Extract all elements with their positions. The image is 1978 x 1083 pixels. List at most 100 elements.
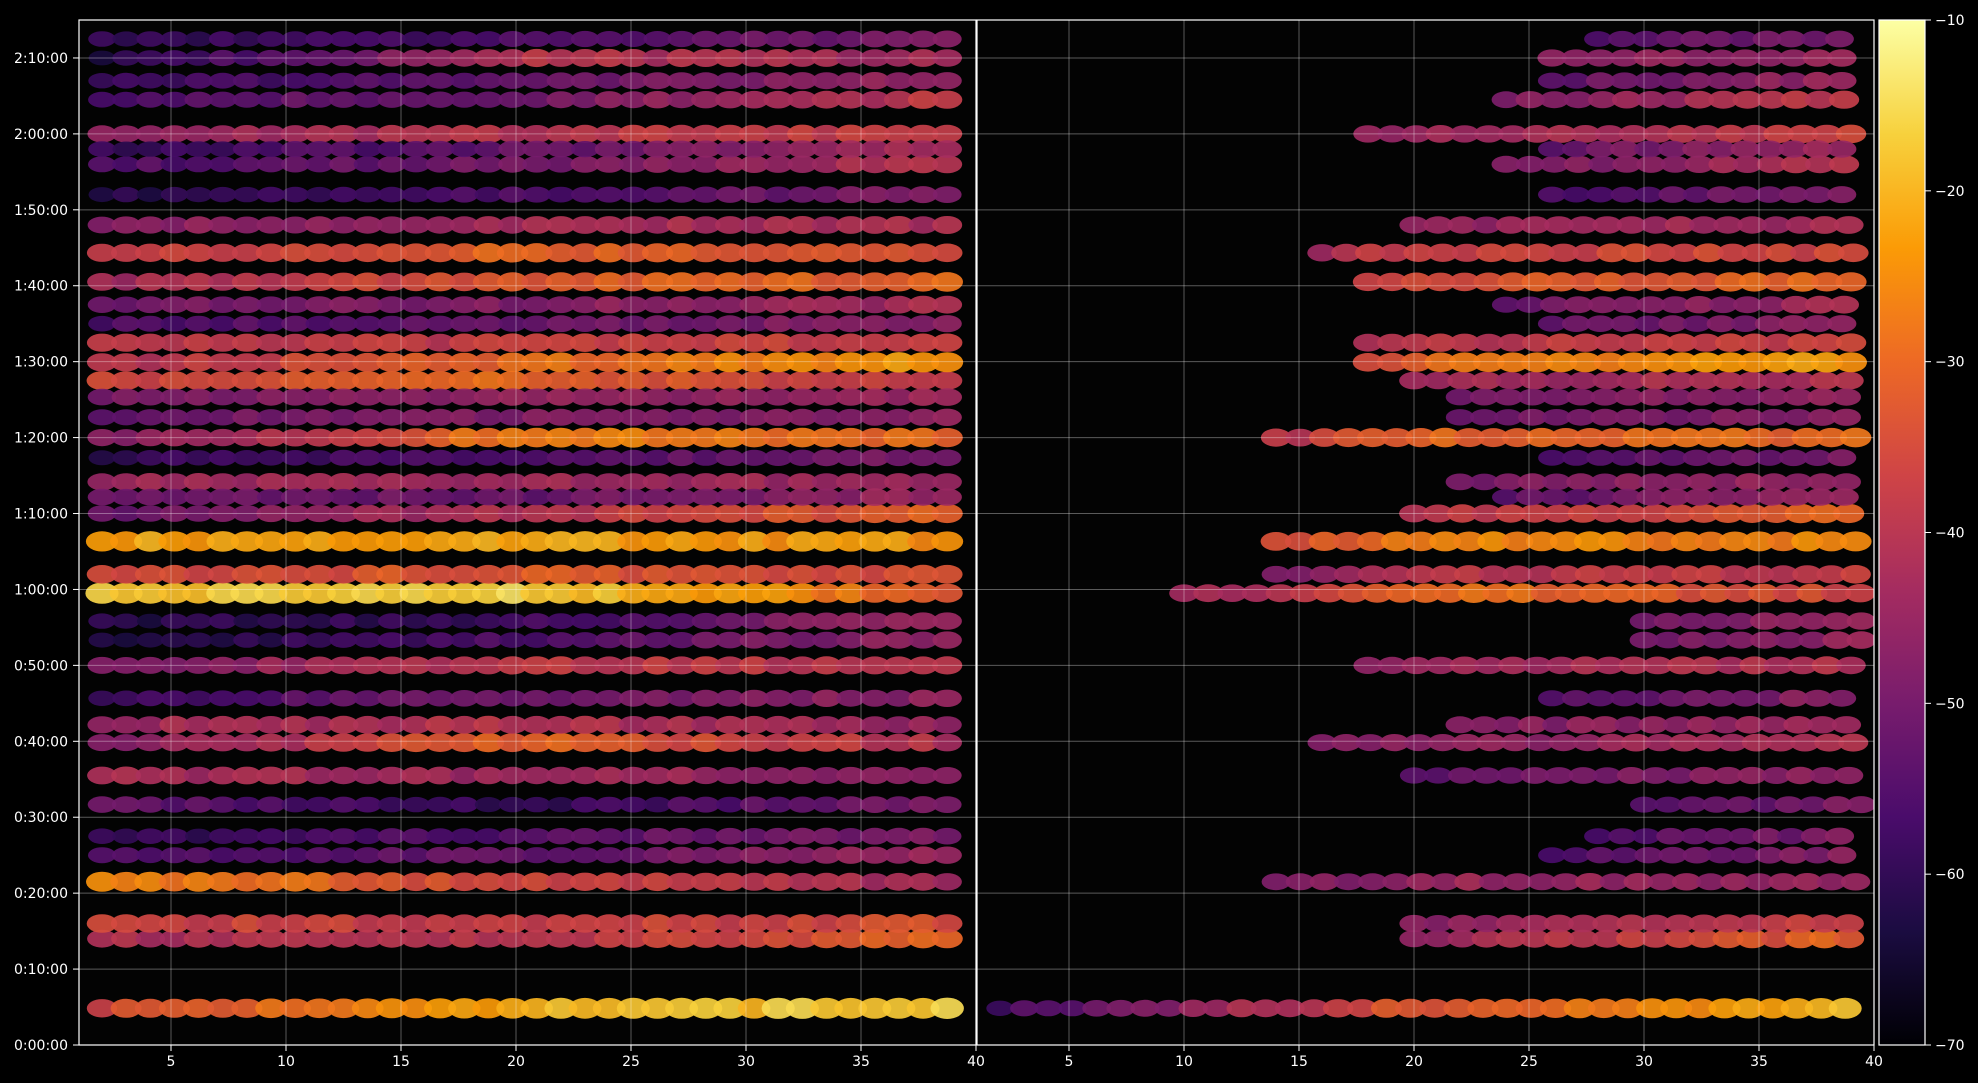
heatmap-cell (1706, 186, 1736, 204)
heatmap-cell (1616, 767, 1646, 784)
heatmap-cell (183, 428, 214, 447)
heatmap-cell (764, 796, 793, 813)
heatmap-cell (1765, 733, 1796, 752)
heatmap-cell (256, 473, 286, 491)
heatmap-cell (1356, 531, 1389, 552)
heatmap-cell (1497, 333, 1528, 352)
heatmap-cell (279, 531, 312, 552)
heatmap-cell (1642, 656, 1673, 675)
heatmap-cell (908, 30, 938, 48)
heatmap-cell (835, 333, 866, 352)
x-tick-label: 40 (967, 1054, 985, 1070)
heatmap-cell (498, 690, 527, 707)
heatmap-cell (546, 449, 576, 466)
heatmap-cell (424, 914, 456, 933)
heatmap-cell (279, 998, 311, 1018)
heatmap-cell (1545, 352, 1578, 373)
heatmap-cell (1706, 140, 1736, 158)
heatmap-cell (932, 124, 963, 143)
heatmap-cell (232, 766, 262, 785)
heatmap-cell (1423, 930, 1453, 948)
heatmap-cell (932, 155, 963, 174)
heatmap-cell (1694, 427, 1727, 448)
heatmap-cell (787, 155, 818, 173)
heatmap-cell (1684, 998, 1717, 1019)
heatmap-cell (231, 272, 262, 291)
heatmap-cell (329, 49, 358, 67)
heatmap-cell (1429, 427, 1461, 448)
heatmap-cell (473, 296, 503, 314)
heatmap-cell (884, 716, 914, 734)
heatmap-cell (642, 91, 673, 109)
heatmap-cell (424, 272, 456, 292)
heatmap-cell (1810, 352, 1844, 373)
heatmap-cell (401, 315, 431, 332)
heatmap-cell (498, 828, 527, 845)
heatmap-cell (256, 716, 286, 734)
heatmap-cell (1633, 49, 1664, 67)
heatmap-cell (1801, 30, 1830, 48)
heatmap-cell (1658, 846, 1688, 864)
heatmap-cell (740, 449, 769, 466)
heatmap-cell (643, 31, 672, 47)
heatmap-cell (522, 847, 551, 864)
heatmap-cell (1686, 473, 1717, 491)
heatmap-cell (522, 613, 551, 630)
heatmap-cell (85, 531, 119, 552)
heatmap-cell (497, 124, 528, 143)
heatmap-cell (860, 766, 890, 785)
heatmap-cell (739, 72, 769, 90)
heatmap-cell (908, 767, 938, 784)
heatmap-cell (544, 531, 578, 552)
heatmap-cell (425, 473, 455, 491)
heatmap-cell (1735, 716, 1765, 734)
heatmap-cell (426, 449, 455, 466)
heatmap-cell (257, 632, 285, 648)
heatmap-cell (1803, 186, 1832, 204)
heatmap-cell (1653, 612, 1683, 630)
heatmap-cell (1762, 352, 1795, 373)
heatmap-cell (1785, 371, 1816, 390)
heatmap-cell (305, 91, 334, 108)
heatmap-cell (401, 488, 431, 506)
heatmap-cell (136, 632, 164, 648)
heatmap-cell (908, 186, 938, 204)
heatmap-cell (1702, 612, 1731, 630)
heatmap-cell (1774, 612, 1804, 630)
heatmap-cell (1778, 315, 1809, 333)
heatmap-cell (522, 156, 551, 173)
heatmap-cell (111, 473, 141, 491)
heatmap-cell (498, 449, 527, 466)
heatmap-cell (1517, 716, 1548, 734)
heatmap-cell (1840, 565, 1871, 584)
heatmap-cell (353, 125, 383, 143)
heatmap-cell (932, 473, 962, 491)
heatmap-cell (812, 796, 841, 813)
heatmap-cell (1825, 30, 1854, 48)
heatmap-cell (183, 216, 214, 234)
heatmap-cell (593, 872, 625, 892)
heatmap-cell (1634, 140, 1663, 158)
heatmap-cell (329, 141, 358, 158)
heatmap-cell (232, 216, 262, 234)
heatmap-cell (810, 427, 843, 448)
heatmap-cell (666, 766, 697, 785)
heatmap-cell (835, 243, 867, 263)
colorbar-ticks: −10−20−30−40−50−60−70 (1925, 13, 1965, 1054)
heatmap-cell (134, 871, 167, 892)
heatmap-cell (860, 388, 890, 406)
heatmap-cell (1846, 631, 1874, 649)
heatmap-cell (1666, 333, 1698, 352)
heatmap-cell (714, 929, 746, 948)
heatmap-cell (449, 155, 479, 173)
heatmap-cell (1774, 796, 1804, 813)
heatmap-cell (1741, 243, 1772, 262)
heatmap-cell (158, 582, 191, 604)
heatmap-cell (569, 371, 601, 391)
heatmap-cell (207, 929, 238, 948)
heatmap-cell (1592, 371, 1622, 390)
heatmap-cell (160, 828, 189, 844)
heatmap-cell (715, 91, 745, 109)
heatmap-cell (401, 690, 431, 707)
heatmap-cell (1738, 272, 1771, 292)
